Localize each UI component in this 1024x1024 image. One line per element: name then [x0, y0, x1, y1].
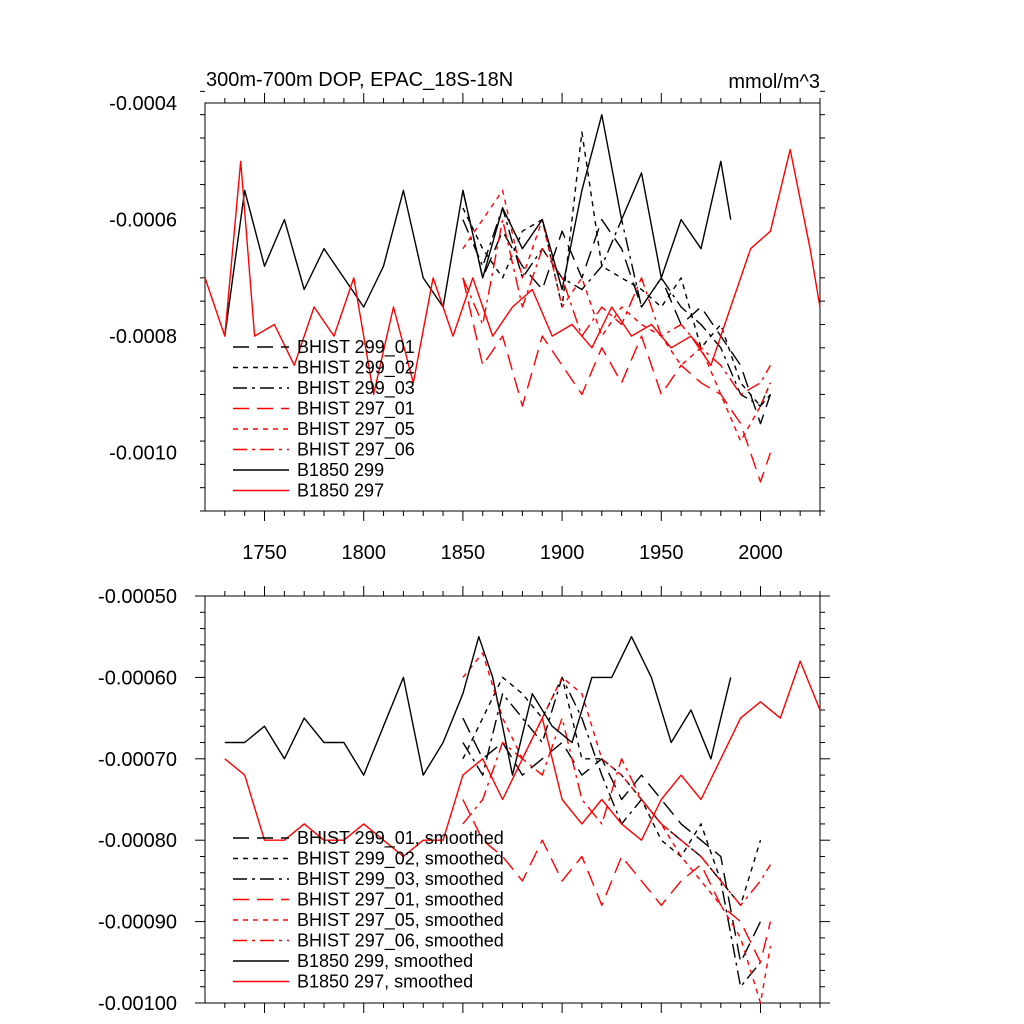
legend-label: BHIST 299_02, smoothed — [297, 849, 504, 870]
series-line — [462, 717, 762, 963]
series-line — [462, 652, 772, 1004]
series-line — [462, 676, 762, 988]
series-line — [204, 148, 821, 396]
x-tick-label: 1950 — [639, 542, 684, 564]
series-line — [462, 207, 772, 407]
legend-label: B1850 299, smoothed — [297, 951, 473, 971]
legend-label: BHIST 299_01 — [297, 337, 415, 358]
series-line — [462, 799, 772, 963]
series-line — [462, 277, 772, 483]
units-label: mmol/m^3 — [728, 71, 820, 93]
x-tick-label: 1900 — [540, 542, 585, 564]
y-tick-label: -0.0006 — [109, 210, 177, 232]
x-tick-label: 2000 — [738, 542, 783, 564]
legend-label: BHIST 297_05, smoothed — [297, 910, 504, 931]
y-tick-label: -0.0004 — [109, 93, 177, 115]
x-tick-label: 1800 — [341, 542, 386, 564]
series-line — [462, 189, 772, 442]
bottom-chart-panel: -0.00050 -0.00060 -0.00070 -0.00080 -0.00090… — [98, 586, 830, 1015]
chart-title: 300m-700m DOP, EPAC_18S-18N — [206, 69, 513, 91]
x-tick-label: 1850 — [441, 542, 486, 564]
y-tick-label: -0.00080 — [98, 830, 177, 852]
series-line — [462, 676, 762, 906]
legend-label: BHIST 299_03 — [297, 378, 415, 399]
plot-frame — [204, 595, 821, 1004]
y-tick-label: -0.0008 — [109, 326, 177, 348]
legend-label: BHIST 297_06 — [297, 440, 415, 461]
legend-label: BHIST 297_05 — [297, 419, 415, 440]
y-tick-label: -0.00050 — [98, 586, 177, 608]
legend-label: B1850 297 — [297, 481, 384, 501]
series-line — [462, 131, 771, 407]
series-line — [462, 717, 771, 906]
y-tick-label: -0.00060 — [98, 667, 177, 689]
legend-label: BHIST 299_03, smoothed — [297, 869, 504, 890]
top-chart-panel: 300m-700m DOP, EPAC_18S-18N mmol/m^3 175… — [109, 69, 825, 564]
series-line — [224, 113, 732, 337]
series-line — [462, 218, 772, 396]
series-line — [462, 190, 772, 425]
legend-label: BHIST 297_01 — [297, 399, 415, 420]
legend-label: B1850 297, smoothed — [297, 972, 473, 992]
legend-label: BHIST 299_01, smoothed — [297, 828, 504, 849]
y-tick-label: -0.00090 — [98, 912, 177, 934]
series-line — [224, 660, 821, 858]
legend-label: B1850 299 — [297, 460, 384, 480]
legend-label: BHIST 299_02 — [297, 358, 415, 379]
legend-label: BHIST 297_01, smoothed — [297, 890, 504, 911]
x-tick-label: 1750 — [242, 542, 287, 564]
y-tick-label: -0.00100 — [98, 993, 177, 1015]
y-tick-label: -0.00070 — [98, 749, 177, 771]
y-tick-label: -0.0010 — [109, 443, 177, 465]
legend-label: BHIST 297_06, smoothed — [297, 931, 504, 952]
series-line — [224, 636, 732, 776]
